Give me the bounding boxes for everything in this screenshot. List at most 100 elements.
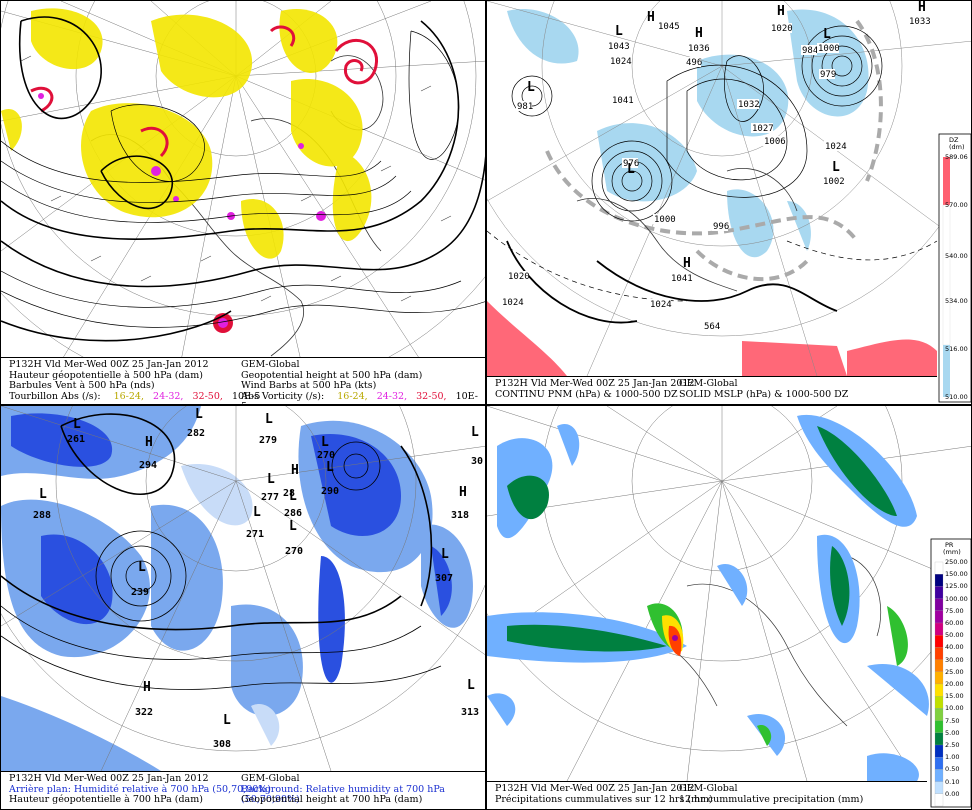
pr-tick: 150.00 [945,570,968,579]
caption-left-line: Arrière plan: Humidité relative à 700 hP… [9,783,272,795]
center-h-294: H 294 [139,435,157,471]
pr-swatch [934,561,944,575]
press-text-10: 981 [517,102,533,112]
center-1: H [777,4,785,19]
press-text-19: 1024 [650,300,672,310]
svg-text:H: H [291,463,299,478]
pr-swatch [934,586,944,599]
pr-tick: 0.00 [945,789,960,798]
press-text-18: 1041 [671,274,693,284]
press-text-9: 1041 [612,96,634,106]
caption-p3: P132H Vld Mer-Wed 00Z 25 Jan-Jan 2012 GEM… [1,771,485,809]
press-text-11: 496 [686,58,702,68]
press-text-23: 1000 [654,215,676,225]
panel-mslp-thickness: 1045 1020 1033 1043 1036 1024 984 1000 9… [486,0,972,405]
pr-tick: 20.00 [945,680,964,688]
press-label: 1045 [657,21,680,32]
caption-right-line: Geopotential height at 500 hPa (dam) [241,369,423,381]
map-mslp: 1045 1020 1033 1043 1036 1024 984 1000 9… [487,1,971,403]
pr-swatch [934,683,944,697]
vort-unit-en: 10E-5 [241,390,479,404]
pr-tick: 2.50 [945,741,960,749]
center-l-290: L 290 [321,460,339,497]
pr-tick: 1.00 [945,753,960,762]
center-9: L [832,160,840,175]
center-4: H [695,26,703,41]
pr-tick: 50.00 [945,631,964,640]
center-l-308: L 308 [213,713,231,750]
svg-text:288: 288 [33,510,51,521]
svg-text:313: 313 [461,707,479,718]
pr-tick: 250.00 [945,558,968,566]
press-text-1: 1020 [771,24,793,34]
press-text-12: 1032 [738,100,760,110]
svg-text:290: 290 [321,486,339,497]
pr-tick: 25.00 [945,667,964,676]
center-h-322: H 322 [135,680,153,718]
pr-tick: 30.00 [945,655,964,664]
vort-range-1-en: 16-24, [337,390,368,402]
center-l-270b: L 270 [285,519,303,557]
svg-text:L: L [326,460,334,475]
caption-left-line: Hauteur géopotentielle à 500 hPa (dam) [9,369,203,381]
dz-tick: 516.00 [945,345,968,353]
center-7: L [627,162,635,177]
pr-tick: 0.10 [945,777,960,786]
caption-p4: P132H Vld Mer-Wed 00Z 25 Jan-Jan 2012 GEM… [487,781,927,809]
pr-swatch [934,781,944,794]
center-5: L [823,27,831,42]
center-h-318: H 318 [451,485,469,521]
svg-text:270: 270 [317,450,335,461]
svg-text:L: L [138,560,146,575]
panel-precipitation: PR (mm) 250.00 150.00 125.00 100.00 75.00 60.… [486,405,972,810]
vort-range-1: 16-24, [113,390,145,402]
center-l-307: L 307 [435,547,453,584]
press-text-22: 996 [713,222,729,232]
svg-text:H: H [459,485,467,500]
center-h-28: H 28 [283,463,299,499]
center-l-313: L 313 [461,678,479,718]
caption-left-line: P132H Vld Mer-Wed 00Z 25 Jan-Jan 2012 [495,378,695,389]
caption-right-line: GEM-Global [679,783,738,794]
pr-tick: 75.00 [945,606,964,615]
dz-tick: 540.00 [945,252,968,260]
caption-p2: P132H Vld Mer-Wed 00Z 25 Jan-Jan 2012 GEM… [487,376,937,404]
press-text-24: 1020 [508,272,530,282]
pr-swatch [934,757,944,770]
caption-left-line: Hauteur géopotentielle à 700 hPa (dam) [9,794,203,805]
pr-swatch [934,598,944,611]
pr-title: PR [945,541,954,549]
vort-range-2-en: 24-32, [376,390,408,402]
caption-left-line: Tourbillon Abs (/s): 16-24, 24-32, 32-50… [9,390,261,403]
pr-swatch [934,708,944,721]
dz-colorbar [938,133,971,403]
svg-text:286: 286 [284,508,302,519]
press-text-4: 1036 [688,44,710,54]
svg-text:L: L [289,489,297,504]
press-text-13: 1027 [752,124,774,134]
center-l-271: L 271 [246,505,264,540]
pr-tick: 60.00 [945,619,964,627]
svg-text:322: 322 [135,707,153,718]
center-l-277: L 277 [261,472,279,503]
caption-right-line: Wind Barbs at 500 hPa (kts) [241,380,377,391]
svg-text:H: H [143,680,151,695]
vort-range-2: 24-32, [153,390,184,402]
pr-swatch [934,647,944,660]
center-6: L [527,80,535,95]
vort-unit: 10E-5 [231,390,261,402]
pr-swatch [934,696,944,709]
vort-range-3-en: 32-50, [416,390,447,402]
caption-right-line: Background: Relative humidity at 700 hPa… [241,783,445,805]
svg-text:239: 239 [131,587,149,598]
svg-text:L: L [265,412,273,427]
svg-text:307: 307 [435,573,453,584]
center-l-279: L 279 [259,412,277,446]
pr-tick: 100.00 [945,594,968,603]
press-text-15: 976 [623,159,639,169]
svg-text:28: 28 [283,488,295,499]
pr-swatch [934,744,944,758]
pr-swatch [934,622,944,636]
svg-text:L: L [471,425,479,440]
